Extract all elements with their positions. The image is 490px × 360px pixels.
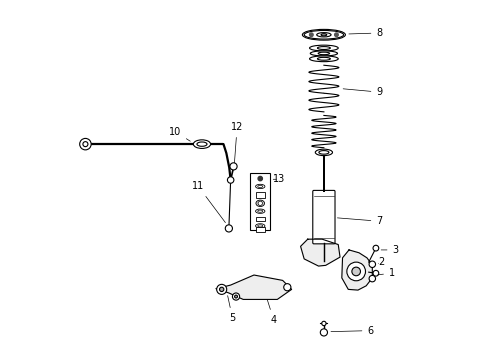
Ellipse shape bbox=[310, 51, 338, 56]
Ellipse shape bbox=[310, 45, 338, 51]
Bar bbox=[256, 192, 265, 198]
Text: 6: 6 bbox=[331, 325, 373, 336]
Text: 11: 11 bbox=[192, 181, 225, 222]
Circle shape bbox=[320, 329, 327, 336]
Circle shape bbox=[230, 163, 237, 170]
Ellipse shape bbox=[319, 150, 329, 154]
Circle shape bbox=[373, 270, 379, 276]
Text: 1: 1 bbox=[378, 268, 395, 278]
Bar bbox=[250, 173, 270, 230]
Text: 4: 4 bbox=[268, 300, 277, 325]
Circle shape bbox=[83, 141, 88, 147]
Ellipse shape bbox=[256, 184, 265, 189]
Text: 5: 5 bbox=[228, 296, 236, 323]
Ellipse shape bbox=[256, 224, 265, 228]
Ellipse shape bbox=[315, 149, 333, 156]
Ellipse shape bbox=[258, 185, 263, 188]
Text: 2: 2 bbox=[378, 257, 384, 267]
Ellipse shape bbox=[310, 56, 338, 62]
Circle shape bbox=[225, 225, 232, 232]
Circle shape bbox=[258, 201, 262, 206]
Ellipse shape bbox=[197, 142, 207, 146]
Text: 10: 10 bbox=[169, 127, 190, 141]
Polygon shape bbox=[300, 239, 340, 266]
Text: 8: 8 bbox=[349, 28, 383, 38]
Ellipse shape bbox=[321, 34, 327, 36]
Circle shape bbox=[258, 176, 262, 181]
Text: 12: 12 bbox=[231, 122, 244, 163]
Bar bbox=[256, 217, 265, 221]
Ellipse shape bbox=[258, 225, 263, 227]
Circle shape bbox=[347, 262, 366, 281]
Circle shape bbox=[335, 33, 338, 37]
Ellipse shape bbox=[194, 140, 211, 148]
Circle shape bbox=[352, 267, 361, 276]
Circle shape bbox=[227, 177, 234, 183]
Circle shape bbox=[80, 138, 91, 150]
Circle shape bbox=[369, 261, 375, 267]
Text: 7: 7 bbox=[338, 216, 383, 226]
Text: 3: 3 bbox=[381, 245, 399, 255]
Circle shape bbox=[235, 295, 238, 298]
Ellipse shape bbox=[318, 57, 330, 60]
Ellipse shape bbox=[318, 52, 330, 55]
Circle shape bbox=[284, 284, 291, 291]
Circle shape bbox=[373, 245, 379, 251]
Text: 9: 9 bbox=[343, 87, 383, 97]
Ellipse shape bbox=[302, 30, 345, 40]
Polygon shape bbox=[216, 275, 292, 300]
Ellipse shape bbox=[256, 209, 265, 213]
Circle shape bbox=[232, 293, 240, 300]
Polygon shape bbox=[342, 250, 372, 290]
Ellipse shape bbox=[317, 33, 331, 37]
Circle shape bbox=[220, 287, 224, 292]
Circle shape bbox=[310, 33, 313, 37]
FancyBboxPatch shape bbox=[313, 190, 335, 244]
Circle shape bbox=[217, 284, 227, 294]
Ellipse shape bbox=[258, 210, 263, 212]
Bar bbox=[256, 226, 265, 232]
Text: 13: 13 bbox=[273, 174, 285, 184]
Circle shape bbox=[322, 321, 326, 325]
Ellipse shape bbox=[318, 46, 330, 49]
Circle shape bbox=[369, 275, 375, 282]
Ellipse shape bbox=[256, 200, 265, 207]
